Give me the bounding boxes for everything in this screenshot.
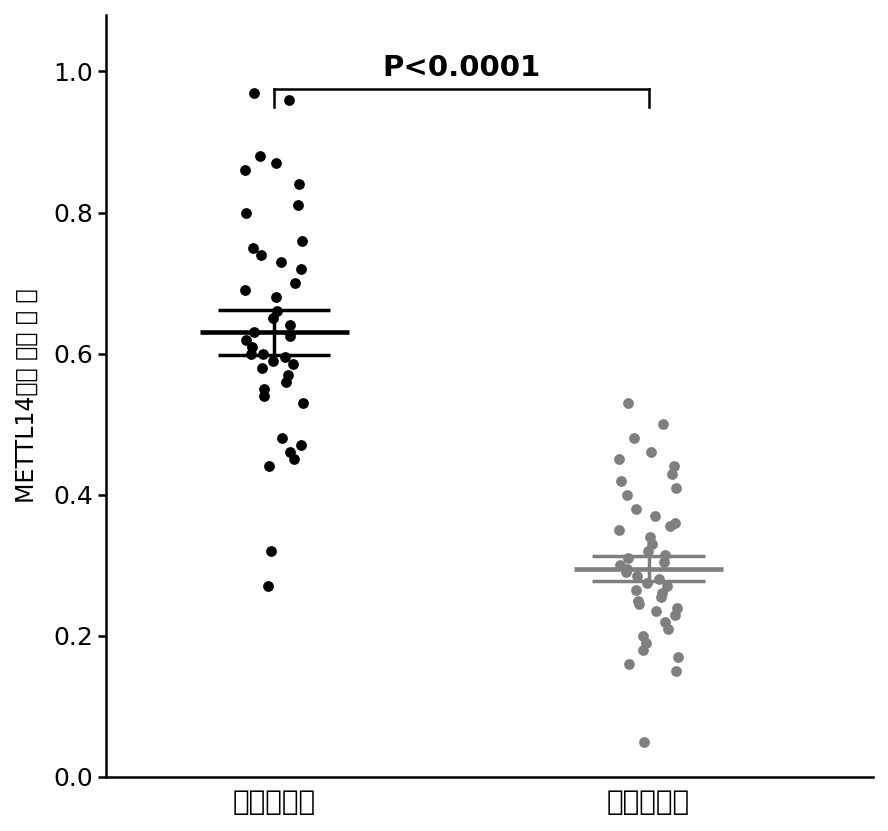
Point [655, 417, 670, 430]
Point [639, 576, 654, 589]
Point [253, 150, 267, 163]
Point [289, 277, 303, 290]
Point [268, 291, 282, 304]
Point [652, 573, 666, 586]
Point [283, 445, 297, 459]
Point [277, 351, 291, 364]
Point [286, 357, 300, 371]
Point [247, 86, 261, 99]
Point [261, 580, 275, 593]
Point [281, 93, 296, 106]
Point [281, 368, 296, 381]
Point [649, 604, 663, 617]
Point [621, 396, 635, 410]
Point [280, 375, 294, 388]
Point [291, 199, 305, 212]
Point [294, 439, 308, 452]
Point [270, 305, 284, 318]
Point [621, 552, 635, 565]
Point [643, 530, 657, 543]
Point [630, 569, 644, 583]
Point [629, 583, 643, 597]
Point [269, 156, 283, 170]
Point [620, 562, 634, 575]
Point [669, 608, 683, 622]
Point [274, 431, 289, 445]
Point [670, 601, 685, 614]
Point [647, 509, 662, 523]
Point [657, 555, 671, 568]
Point [247, 326, 261, 339]
Point [296, 396, 310, 410]
Y-axis label: METTL14相对 表达 水 平: METTL14相对 表达 水 平 [15, 288, 39, 504]
Point [636, 643, 650, 656]
Point [669, 481, 683, 494]
Point [618, 566, 632, 579]
Point [255, 361, 269, 375]
Point [292, 178, 306, 191]
Point [239, 206, 253, 219]
Point [644, 445, 658, 459]
Point [668, 516, 682, 529]
Point [262, 460, 276, 473]
Point [613, 558, 627, 572]
Point [237, 283, 251, 297]
Text: P<0.0001: P<0.0001 [383, 54, 541, 82]
Point [661, 622, 675, 636]
Point [636, 629, 650, 642]
Point [661, 580, 675, 593]
Point [657, 548, 671, 561]
Point [655, 587, 670, 600]
Point [239, 333, 253, 347]
Point [274, 255, 288, 268]
Point [245, 340, 259, 353]
Point [283, 319, 297, 332]
Point [612, 524, 626, 537]
Point [627, 431, 641, 445]
Point [295, 234, 309, 248]
Point [640, 544, 654, 558]
Point [244, 347, 258, 361]
Point [266, 354, 280, 367]
Point [667, 460, 681, 473]
Point [620, 488, 634, 501]
Point [645, 538, 659, 551]
Point [671, 651, 686, 664]
Point [287, 453, 301, 466]
Point [631, 594, 646, 607]
Point [629, 502, 643, 515]
Point [662, 520, 677, 534]
Point [294, 263, 308, 276]
Point [265, 544, 279, 558]
Point [631, 597, 646, 611]
Point [622, 657, 637, 671]
Point [266, 312, 281, 325]
Point [245, 241, 259, 254]
Point [665, 467, 679, 480]
Point [256, 347, 270, 361]
Point [669, 665, 683, 678]
Point [614, 474, 628, 487]
Point [258, 389, 272, 402]
Point [638, 637, 653, 650]
Point [238, 164, 252, 177]
Point [254, 248, 268, 262]
Point [654, 590, 668, 603]
Point [613, 453, 627, 466]
Point [637, 735, 651, 748]
Point [283, 329, 297, 342]
Point [257, 382, 271, 396]
Point [657, 615, 671, 628]
